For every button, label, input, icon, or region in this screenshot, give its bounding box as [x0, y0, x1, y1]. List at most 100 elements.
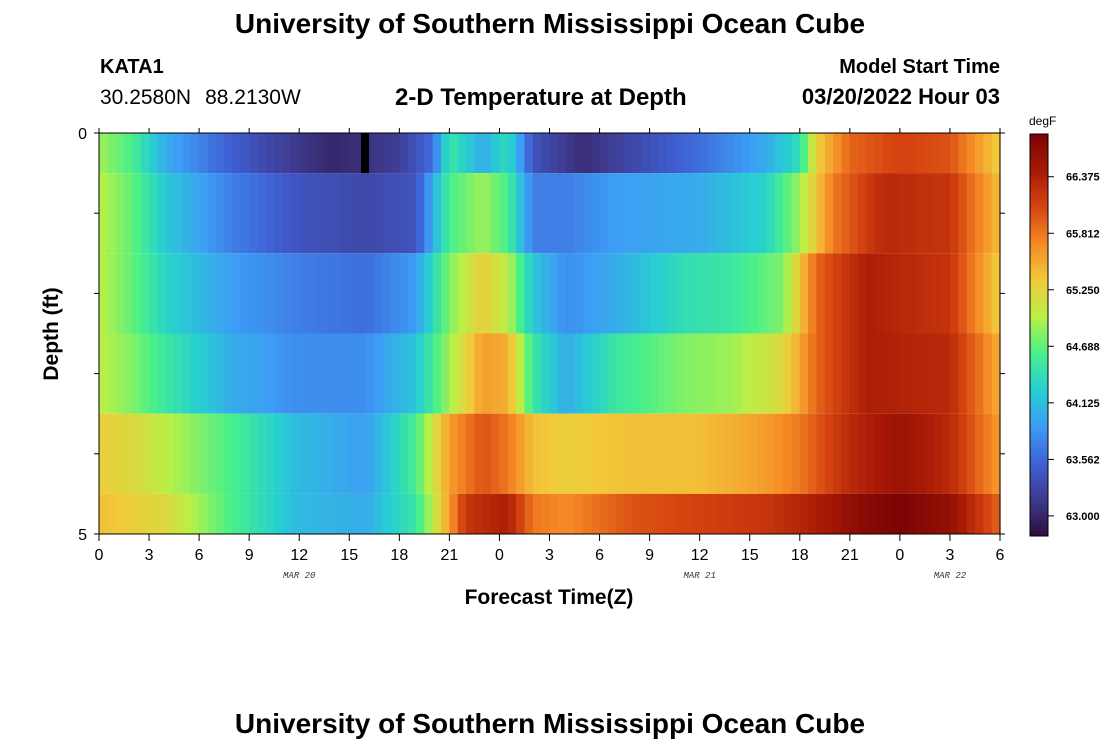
y-tick-label: 0: [78, 126, 87, 143]
heatmap-cell: [632, 133, 642, 174]
heatmap-cell: [599, 253, 609, 334]
heatmap-cell: [849, 253, 859, 334]
heatmap-cell: [824, 493, 834, 534]
heatmap-cell: [791, 253, 801, 334]
heatmap-cell: [199, 333, 209, 414]
heatmap-cell: [157, 413, 167, 494]
heatmap-cell: [149, 493, 158, 534]
heatmap-cell: [466, 173, 476, 254]
heatmap-cell: [407, 493, 417, 534]
heatmap-cell: [791, 493, 801, 534]
heatmap-cell: [324, 413, 334, 494]
heatmap-cell: [749, 413, 759, 494]
heatmap-cell: [491, 333, 501, 414]
heatmap-cell: [916, 333, 926, 414]
heatmap-cell: [124, 253, 133, 334]
heatmap-cell: [482, 173, 492, 254]
heatmap-cell: [616, 133, 626, 174]
heatmap-cell: [157, 493, 167, 534]
latitude: 30.2580N: [100, 86, 192, 109]
heatmap-cell: [632, 253, 642, 334]
heatmap-cell: [916, 173, 926, 254]
heatmap-cell: [883, 413, 893, 494]
x-tick-label: 6: [195, 547, 204, 564]
heatmap-cell: [240, 493, 250, 534]
heatmap-cell: [574, 413, 584, 494]
heatmap-cell: [215, 173, 225, 254]
heatmap-cell: [499, 133, 509, 174]
heatmap-cell: [532, 253, 542, 334]
heatmap-cell: [933, 253, 943, 334]
heatmap-cell: [649, 413, 659, 494]
heatmap-cell: [449, 253, 459, 334]
heatmap-cell: [682, 133, 692, 174]
heatmap-cell: [599, 173, 609, 254]
heatmap-cell: [799, 493, 809, 534]
heatmap-cell: [816, 173, 826, 254]
heatmap-cell: [933, 133, 943, 174]
heatmap-cell: [749, 333, 759, 414]
heatmap-cell: [808, 413, 818, 494]
heatmap-cell: [666, 493, 676, 534]
heatmap-cell: [791, 133, 801, 174]
heatmap-cell: [140, 333, 150, 414]
heatmap-cell: [766, 173, 776, 254]
heatmap-cell: [257, 173, 267, 254]
heatmap-cell: [232, 493, 242, 534]
heatmap-cell: [849, 133, 859, 174]
heatmap-cell: [307, 493, 317, 534]
heatmap-cell: [824, 413, 834, 494]
heatmap-cell: [357, 253, 367, 334]
heatmap-cell: [441, 253, 450, 334]
colorbar-tick-label: 65.250: [1066, 285, 1100, 297]
x-tick-label: 9: [245, 547, 254, 564]
colorbar-unit: degF: [1029, 114, 1056, 128]
heatmap-cell: [524, 253, 534, 334]
heatmap-cell: [466, 493, 476, 534]
heatmap-cell: [591, 253, 601, 334]
heatmap-cell: [824, 173, 834, 254]
heatmap-cell: [899, 173, 909, 254]
heatmap-cell: [599, 413, 609, 494]
heatmap-cell: [557, 333, 567, 414]
heatmap-cell: [574, 173, 584, 254]
heatmap-cell: [149, 413, 158, 494]
heatmap-cell: [924, 493, 934, 534]
heatmap-cell: [966, 173, 976, 254]
heatmap-cell: [249, 133, 259, 174]
heatmap-cell: [265, 173, 275, 254]
heatmap-cell: [666, 253, 676, 334]
heatmap-cell: [115, 253, 125, 334]
heatmap-cell: [182, 133, 192, 174]
heatmap-cell: [466, 253, 476, 334]
heatmap-cell: [399, 133, 409, 174]
heatmap-cell: [365, 333, 375, 414]
heatmap-cell: [491, 133, 501, 174]
heatmap-cell: [549, 253, 559, 334]
heatmap-cell: [374, 253, 384, 334]
heatmap-cell: [232, 413, 242, 494]
heatmap-cell: [232, 253, 242, 334]
heatmap-cell: [724, 173, 734, 254]
heatmap-cell: [140, 253, 150, 334]
heatmap-cell: [883, 253, 893, 334]
heatmap-cell: [908, 133, 918, 174]
heatmap-cell: [199, 173, 209, 254]
heatmap-cell: [324, 253, 334, 334]
heatmap-cell: [566, 333, 576, 414]
heatmap-cell: [140, 173, 150, 254]
heatmap-cell: [824, 333, 834, 414]
heatmap-cell: [382, 333, 392, 414]
heatmap-cell: [649, 333, 659, 414]
heatmap-cell: [774, 253, 784, 334]
heatmap-cell: [657, 173, 667, 254]
heatmap-cell: [983, 253, 993, 334]
heatmap-cell: [199, 253, 209, 334]
heatmap-cell: [574, 133, 584, 174]
heatmap-cell: [874, 253, 884, 334]
heatmap-cell: [357, 413, 367, 494]
heatmap-cell: [107, 253, 117, 334]
heatmap-cell: [257, 493, 267, 534]
heatmap-cell: [616, 493, 626, 534]
heatmap-cell: [649, 493, 659, 534]
